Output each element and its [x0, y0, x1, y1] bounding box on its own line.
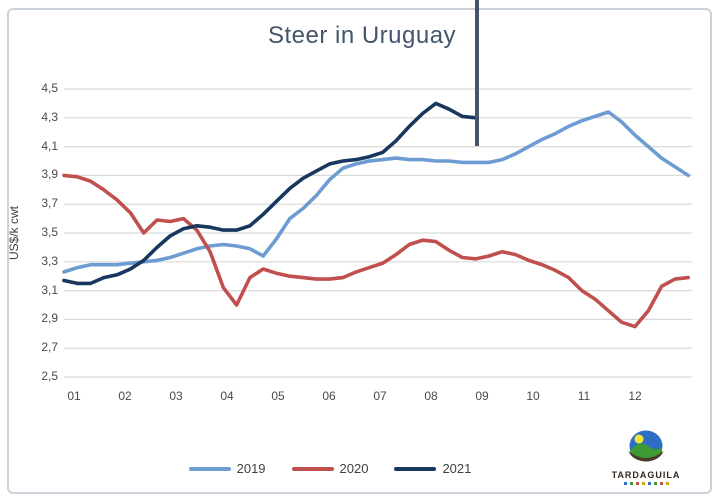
- legend-item-2021: 2021: [394, 461, 471, 476]
- x-tick-label: 06: [322, 389, 336, 403]
- series-line-2019: [62, 110, 691, 274]
- brand-subtext-dot: [635, 482, 639, 485]
- brand-subtext-dot: [665, 482, 669, 485]
- x-tick-label: 05: [271, 389, 285, 403]
- y-axis-title: US$/k cwt: [7, 206, 21, 261]
- legend-swatch-2020: [291, 466, 334, 471]
- legend-swatch-2021: [394, 466, 437, 471]
- y-tick-label: 2,9: [41, 311, 58, 326]
- y-tick-label: 3,9: [41, 167, 58, 182]
- globe-logo-icon: [628, 430, 664, 462]
- brand-subtext-dot: [641, 482, 645, 485]
- brand-subtext-dot: [659, 482, 663, 485]
- y-tick-label: 3,7: [41, 196, 58, 211]
- series-line-2021: [62, 101, 478, 286]
- y-tick-label: 3,1: [41, 282, 58, 297]
- legend-item-2020: 2020: [291, 461, 369, 476]
- legend-label: 2019: [236, 461, 266, 476]
- x-tick-label: 02: [118, 389, 132, 403]
- x-tick-label: 10: [526, 389, 540, 403]
- x-tick-label: 09: [475, 389, 489, 403]
- brand-logo: TARDAGUILA: [606, 430, 686, 485]
- y-tick-label: 2,5: [41, 369, 58, 383]
- y-tick-label: 3,5: [41, 225, 58, 239]
- series-line-2020: [62, 173, 691, 329]
- legend-item-2019: 2019: [188, 461, 266, 476]
- chart-title: Steer in Uruguay: [267, 22, 457, 49]
- x-tick-label: 04: [220, 389, 234, 403]
- x-tick-label: 03: [169, 389, 183, 403]
- y-tick-label: 3,3: [41, 253, 58, 268]
- x-tick-label: 07: [373, 389, 387, 403]
- legend-swatch-2019: [188, 466, 231, 471]
- brand-subtext-dot: [623, 482, 627, 485]
- y-tick-label: 4,1: [41, 138, 58, 153]
- brand-subtext-dot: [629, 482, 633, 485]
- chart-legend: 2019 2020 2021: [0, 461, 660, 476]
- y-tick-label: 4,5: [41, 81, 58, 95]
- x-tick-label: 01: [67, 389, 81, 403]
- legend-label: 2021: [442, 461, 472, 476]
- y-tick-label: 2,7: [41, 340, 58, 355]
- x-tick-label: 11: [577, 389, 591, 403]
- brand-subtext-dot: [653, 482, 657, 485]
- brand-subtext-dot: [647, 482, 651, 485]
- brand-name: TARDAGUILA: [611, 470, 681, 480]
- legend-label: 2020: [339, 461, 369, 476]
- x-tick-label: 08: [424, 389, 438, 403]
- brand-subtext-dots: [606, 482, 686, 485]
- x-tick-label: 12: [628, 389, 642, 403]
- y-tick-label: 4,3: [41, 109, 58, 124]
